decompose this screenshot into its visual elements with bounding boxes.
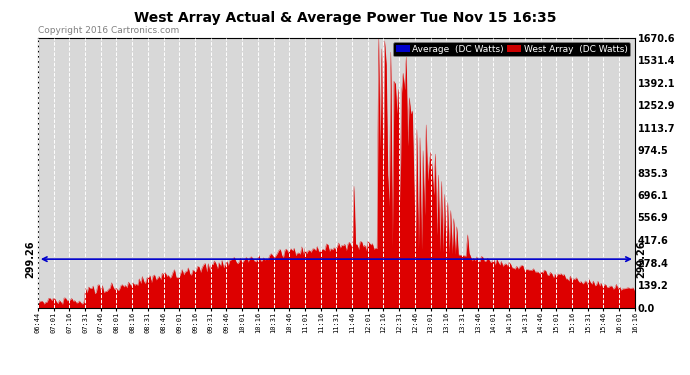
Text: 299.26: 299.26: [25, 240, 35, 278]
Text: Copyright 2016 Cartronics.com: Copyright 2016 Cartronics.com: [38, 26, 179, 35]
Text: 299.26: 299.26: [636, 240, 646, 278]
Text: West Array Actual & Average Power Tue Nov 15 16:35: West Array Actual & Average Power Tue No…: [134, 11, 556, 25]
Legend: Average  (DC Watts), West Array  (DC Watts): Average (DC Watts), West Array (DC Watts…: [393, 42, 630, 56]
